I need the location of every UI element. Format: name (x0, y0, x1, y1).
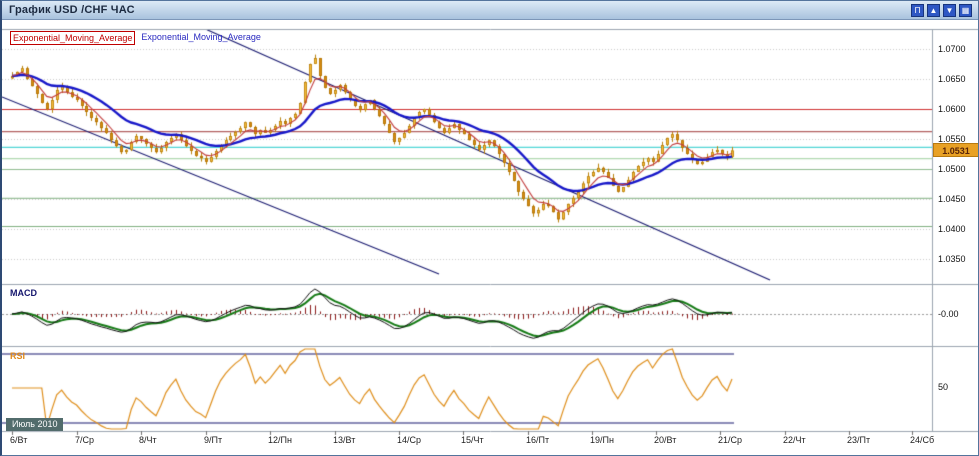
time-axis-label: 6/Вт (10, 435, 27, 445)
month-badge: Июль 2010 (6, 418, 63, 431)
titlebar[interactable]: График USD /CHF ЧАС П ▲ ▼ ▦ (2, 1, 978, 20)
scale-up-button[interactable]: ▲ (927, 4, 940, 17)
overlay-indicator-labels: Exponential_Moving_Average Exponential_M… (10, 31, 263, 45)
time-axis-label: 15/Чт (461, 435, 484, 445)
time-axis-label: 22/Чт (783, 435, 806, 445)
time-axis-label: 24/Сб (910, 435, 934, 445)
time-axis-label: 21/Ср (718, 435, 742, 445)
time-axis-label: 14/Ср (397, 435, 421, 445)
time-axis-label: 23/Пт (847, 435, 870, 445)
price-axis-label: 1.0550 (938, 134, 966, 144)
price-axis-label: 1.0400 (938, 224, 966, 234)
time-axis-label: 9/Пт (204, 435, 222, 445)
price-axis-label: 1.0600 (938, 104, 966, 114)
time-axis-label: 19/Пн (590, 435, 614, 445)
time-axis-label: 8/Чт (139, 435, 157, 445)
time-axis-label: 12/Пн (268, 435, 292, 445)
time-axis-label: 7/Ср (75, 435, 94, 445)
grid-button[interactable]: ▦ (959, 4, 972, 17)
time-axis-label: 16/Пт (526, 435, 549, 445)
time-axis-label: 20/Вт (654, 435, 676, 445)
rsi-level-label: 50 (938, 381, 948, 393)
price-axis-label: 1.0500 (938, 164, 966, 174)
time-axis-label: 13/Вт (333, 435, 355, 445)
titlebar-buttons: П ▲ ▼ ▦ (911, 4, 974, 17)
scale-down-button[interactable]: ▼ (943, 4, 956, 17)
price-chart-canvas[interactable] (2, 20, 979, 456)
macd-label: MACD (10, 287, 37, 299)
price-axis-label: 1.0650 (938, 74, 966, 84)
ema-red-label: Exponential_Moving_Average (10, 31, 135, 45)
window-title: График USD /CHF ЧАС (6, 4, 135, 16)
ema-blue-label: Exponential_Moving_Average (139, 31, 262, 45)
chart-area: Exponential_Moving_Average Exponential_M… (2, 20, 979, 456)
macd-value-label: -0.00 (938, 308, 959, 320)
rsi-label: RSI (10, 350, 25, 362)
price-axis-label: 1.0350 (938, 254, 966, 264)
price-axis-label: 1.0450 (938, 194, 966, 204)
chart-window: График USD /CHF ЧАС П ▲ ▼ ▦ Exponential_… (0, 0, 979, 456)
current-price-badge: 1.0531 (933, 143, 979, 157)
print-button[interactable]: П (911, 4, 924, 17)
price-axis-label: 1.0700 (938, 44, 966, 54)
